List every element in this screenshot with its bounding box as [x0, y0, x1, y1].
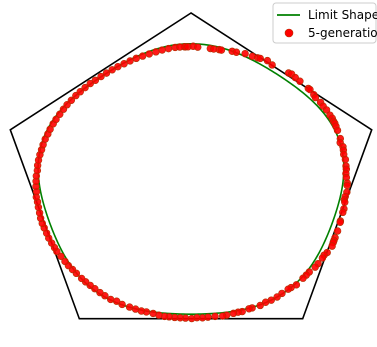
legend-point-sample — [284, 28, 294, 38]
data-point — [164, 44, 173, 53]
data-point — [218, 312, 227, 320]
data-point — [229, 309, 238, 318]
data-point — [126, 57, 134, 65]
data-point — [102, 69, 111, 77]
data-point — [125, 303, 134, 311]
data-point — [311, 93, 320, 102]
data-point — [256, 301, 264, 310]
data-point — [217, 46, 226, 54]
data-point — [336, 218, 344, 226]
data-point — [194, 43, 202, 51]
data-point — [77, 274, 86, 283]
data-point — [333, 227, 342, 235]
data-point — [211, 312, 219, 321]
data-point — [311, 263, 319, 271]
data-point — [328, 242, 336, 250]
data-point — [52, 115, 60, 124]
data-point — [296, 77, 304, 85]
data-point — [138, 52, 147, 60]
data-point — [241, 49, 249, 58]
data-point — [256, 54, 264, 63]
data-point — [56, 110, 64, 118]
legend-label-5-generation: 5-generation — [308, 26, 377, 40]
data-point — [108, 66, 116, 74]
data-point — [261, 298, 270, 306]
data-point — [284, 285, 292, 293]
data-point — [61, 257, 69, 266]
data-point — [149, 309, 157, 318]
data-point — [188, 314, 196, 323]
data-point — [114, 62, 122, 71]
pentagon-outline — [9, 12, 373, 320]
data-point — [57, 252, 65, 260]
data-point — [132, 54, 140, 63]
data-point — [232, 48, 241, 56]
data-point — [46, 125, 54, 133]
data-point — [263, 56, 272, 65]
legend: Limit Shape 5-generation — [272, 2, 377, 44]
data-point — [67, 96, 76, 105]
data-point — [268, 61, 276, 69]
data-point — [343, 181, 351, 190]
data-point — [273, 293, 281, 301]
data-point — [176, 43, 184, 51]
data-point — [145, 50, 153, 58]
data-point — [318, 254, 327, 262]
data-point — [107, 295, 115, 304]
data-point — [341, 198, 349, 206]
data-point — [63, 101, 71, 109]
data-point — [245, 305, 253, 313]
data-point — [120, 60, 128, 68]
data-point — [91, 76, 100, 85]
data-point — [322, 106, 331, 114]
data-point — [339, 208, 347, 217]
data-point — [158, 46, 166, 54]
data-point — [341, 155, 350, 164]
data-point — [118, 300, 126, 309]
legend-label-limit-shape: Limit Shape — [308, 8, 377, 22]
data-point — [152, 48, 160, 56]
legend-box — [272, 2, 377, 44]
data-point — [96, 288, 104, 297]
data-point — [333, 126, 342, 135]
data-point — [76, 88, 84, 96]
data-point — [299, 274, 307, 282]
data-point — [306, 85, 314, 94]
data-point — [81, 83, 89, 92]
data-point — [97, 72, 105, 81]
plot-layer — [9, 12, 373, 323]
